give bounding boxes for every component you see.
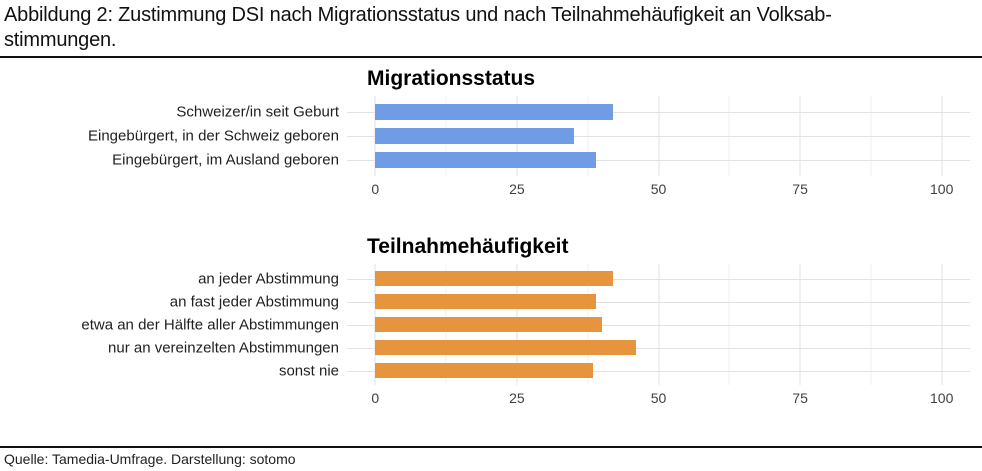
axis-tick-label: 100 [929, 390, 954, 406]
bar [375, 317, 602, 332]
axis-tick-label: 75 [792, 181, 808, 197]
bar [375, 363, 594, 378]
bar [375, 128, 574, 144]
category-label: Eingebürgert, in der Schweiz geboren [88, 127, 339, 145]
footer-divider [0, 446, 982, 448]
chart-rows: an jeder Abstimmung an fast jeder Abstimm… [81, 264, 970, 385]
chart-rows: Schweizer/in seit Geburt Eingebürgert, in… [88, 96, 970, 176]
chart-migrationsstatus: Migrationsstatus Schweizer/in seit Gebur… [0, 66, 982, 200]
bar [375, 294, 597, 309]
bar [375, 104, 614, 120]
chart-row: etwa an der Hälfte aller Abstimmungen [81, 313, 970, 336]
axis-tick-label: 0 [371, 390, 380, 406]
axis-tick-label: 50 [650, 181, 667, 197]
chart-teilnahmehaeufigkeit: Teilnahmehäufigkeit an jeder Abstimmung a… [0, 234, 982, 409]
category-label: etwa an der Hälfte aller Abstimmungen [81, 316, 339, 333]
chart-title: Teilnahmehäufigkeit [367, 235, 569, 258]
axis-tick-label: 25 [509, 181, 525, 197]
row-gridline [347, 347, 970, 349]
axis-tick-label: 100 [929, 181, 954, 197]
figure-footer: Quelle: Tamedia-Umfrage. Darstellung: so… [0, 446, 982, 471]
bar [375, 271, 614, 286]
figure-header: Abbildung 2: Zustimmung DSI nach Migrati… [0, 0, 982, 53]
figure-caption-line1: Abbildung 2: Zustimmung DSI nach Migrati… [4, 4, 832, 26]
figure-caption-line2: stimmungen. [4, 29, 117, 51]
source-note: Quelle: Tamedia-Umfrage. Darstellung: so… [4, 451, 296, 467]
chart-row: an jeder Abstimmung [198, 267, 970, 290]
row-gridline [347, 324, 970, 326]
chart-title: Migrationsstatus [367, 67, 536, 90]
row-gridline [347, 278, 970, 280]
chart-row: Eingebürgert, in der Schweiz geboren [88, 124, 970, 148]
chart-row: an fast jeder Abstimmung [170, 290, 970, 313]
category-label: Schweizer/in seit Geburt [176, 103, 339, 121]
figure-caption: Abbildung 2: Zustimmung DSI nach Migrati… [4, 3, 976, 53]
header-divider [0, 56, 982, 58]
chart-row: Schweizer/in seit Geburt [176, 100, 970, 124]
axis-tick-label: 75 [792, 390, 808, 406]
axis-tick-label: 50 [650, 390, 667, 406]
axis-tick-label: 0 [371, 181, 380, 197]
chart-panel: Schweizer/in seit Geburt Eingebürgert, in… [88, 96, 970, 176]
bar [375, 340, 636, 355]
row-gridline [347, 370, 970, 372]
category-label: Eingebürgert, im Ausland geboren [112, 151, 339, 169]
row-gridline [347, 136, 970, 137]
chart-panel: an jeder Abstimmung an fast jeder Abstimm… [81, 264, 970, 385]
category-label: an fast jeder Abstimmung [169, 293, 339, 310]
row-gridline [347, 112, 970, 113]
bar [375, 152, 597, 168]
category-label: sonst nie [278, 362, 339, 379]
chart-row: nur an vereinzelten Abstimmungen [108, 336, 970, 359]
row-gridline [347, 301, 970, 303]
x-axis: 0 25 50 75 100 [347, 385, 970, 409]
x-axis: 0 25 50 75 100 [347, 176, 970, 200]
row-gridline [347, 160, 970, 161]
chart-row: sonst nie [279, 359, 970, 382]
category-label: nur an vereinzelten Abstimmungen [108, 339, 339, 356]
chart-spacer [0, 200, 982, 226]
axis-tick-label: 25 [509, 390, 525, 406]
chart-row: Eingebürgert, im Ausland geboren [112, 148, 970, 172]
category-label: an jeder Abstimmung [198, 270, 339, 287]
